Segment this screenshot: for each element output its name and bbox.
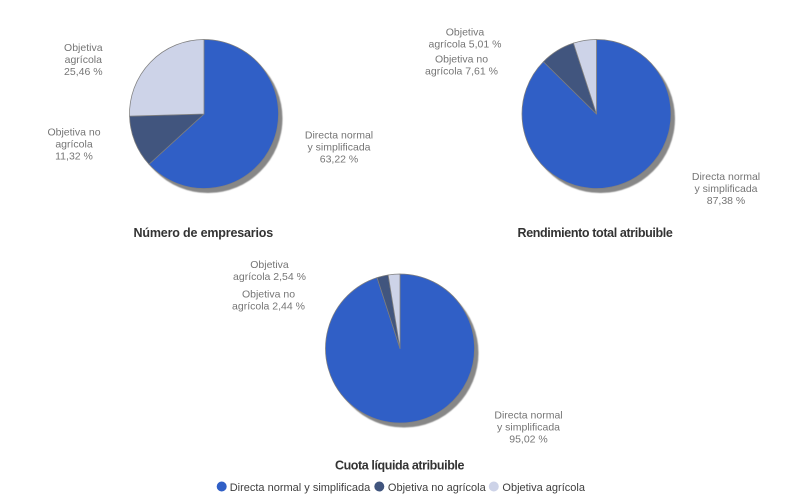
svg-text:agrícola 2,44 %: agrícola 2,44 % bbox=[232, 301, 305, 313]
svg-text:agrícola 5,01 %: agrícola 5,01 % bbox=[429, 38, 502, 50]
svg-text:Rendimiento total atribuible: Rendimiento total atribuible bbox=[518, 226, 673, 240]
svg-text:Objetiva no: Objetiva no bbox=[435, 54, 488, 66]
svg-text:95,02 %: 95,02 % bbox=[509, 434, 548, 446]
svg-text:Objetiva no agrícola: Objetiva no agrícola bbox=[388, 482, 487, 494]
svg-text:Objetiva: Objetiva bbox=[446, 26, 485, 38]
svg-text:Objetiva agrícola: Objetiva agrícola bbox=[502, 482, 585, 494]
svg-text:Objetiva no: Objetiva no bbox=[242, 289, 295, 301]
svg-text:y simplificada: y simplificada bbox=[497, 422, 560, 434]
svg-text:25,46 %: 25,46 % bbox=[64, 66, 103, 78]
svg-text:Directa normal: Directa normal bbox=[305, 130, 373, 142]
svg-text:agrícola 2,54 %: agrícola 2,54 % bbox=[233, 271, 306, 283]
svg-text:Directa normal: Directa normal bbox=[494, 410, 562, 422]
svg-text:11,32 %: 11,32 % bbox=[55, 151, 93, 163]
svg-text:Directa normal: Directa normal bbox=[692, 171, 760, 183]
svg-text:Directa normal y simplificada: Directa normal y simplificada bbox=[230, 482, 371, 494]
svg-text:87,38 %: 87,38 % bbox=[707, 195, 746, 207]
svg-text:Número de empresarios: Número de empresarios bbox=[134, 226, 274, 240]
svg-text:Objetiva no: Objetiva no bbox=[47, 127, 100, 139]
svg-text:Objetiva: Objetiva bbox=[250, 259, 289, 271]
svg-text:Objetiva: Objetiva bbox=[64, 42, 103, 54]
svg-text:agrícola 7,61 %: agrícola 7,61 % bbox=[425, 66, 498, 78]
svg-text:Cuota líquida atribuible: Cuota líquida atribuible bbox=[335, 459, 465, 473]
svg-text:agrícola: agrícola bbox=[55, 139, 93, 151]
svg-text:y simplificada: y simplificada bbox=[307, 142, 370, 154]
svg-text:agrícola: agrícola bbox=[65, 54, 103, 66]
svg-text:63,22 %: 63,22 % bbox=[320, 154, 359, 166]
svg-text:y simplificada: y simplificada bbox=[694, 183, 757, 195]
